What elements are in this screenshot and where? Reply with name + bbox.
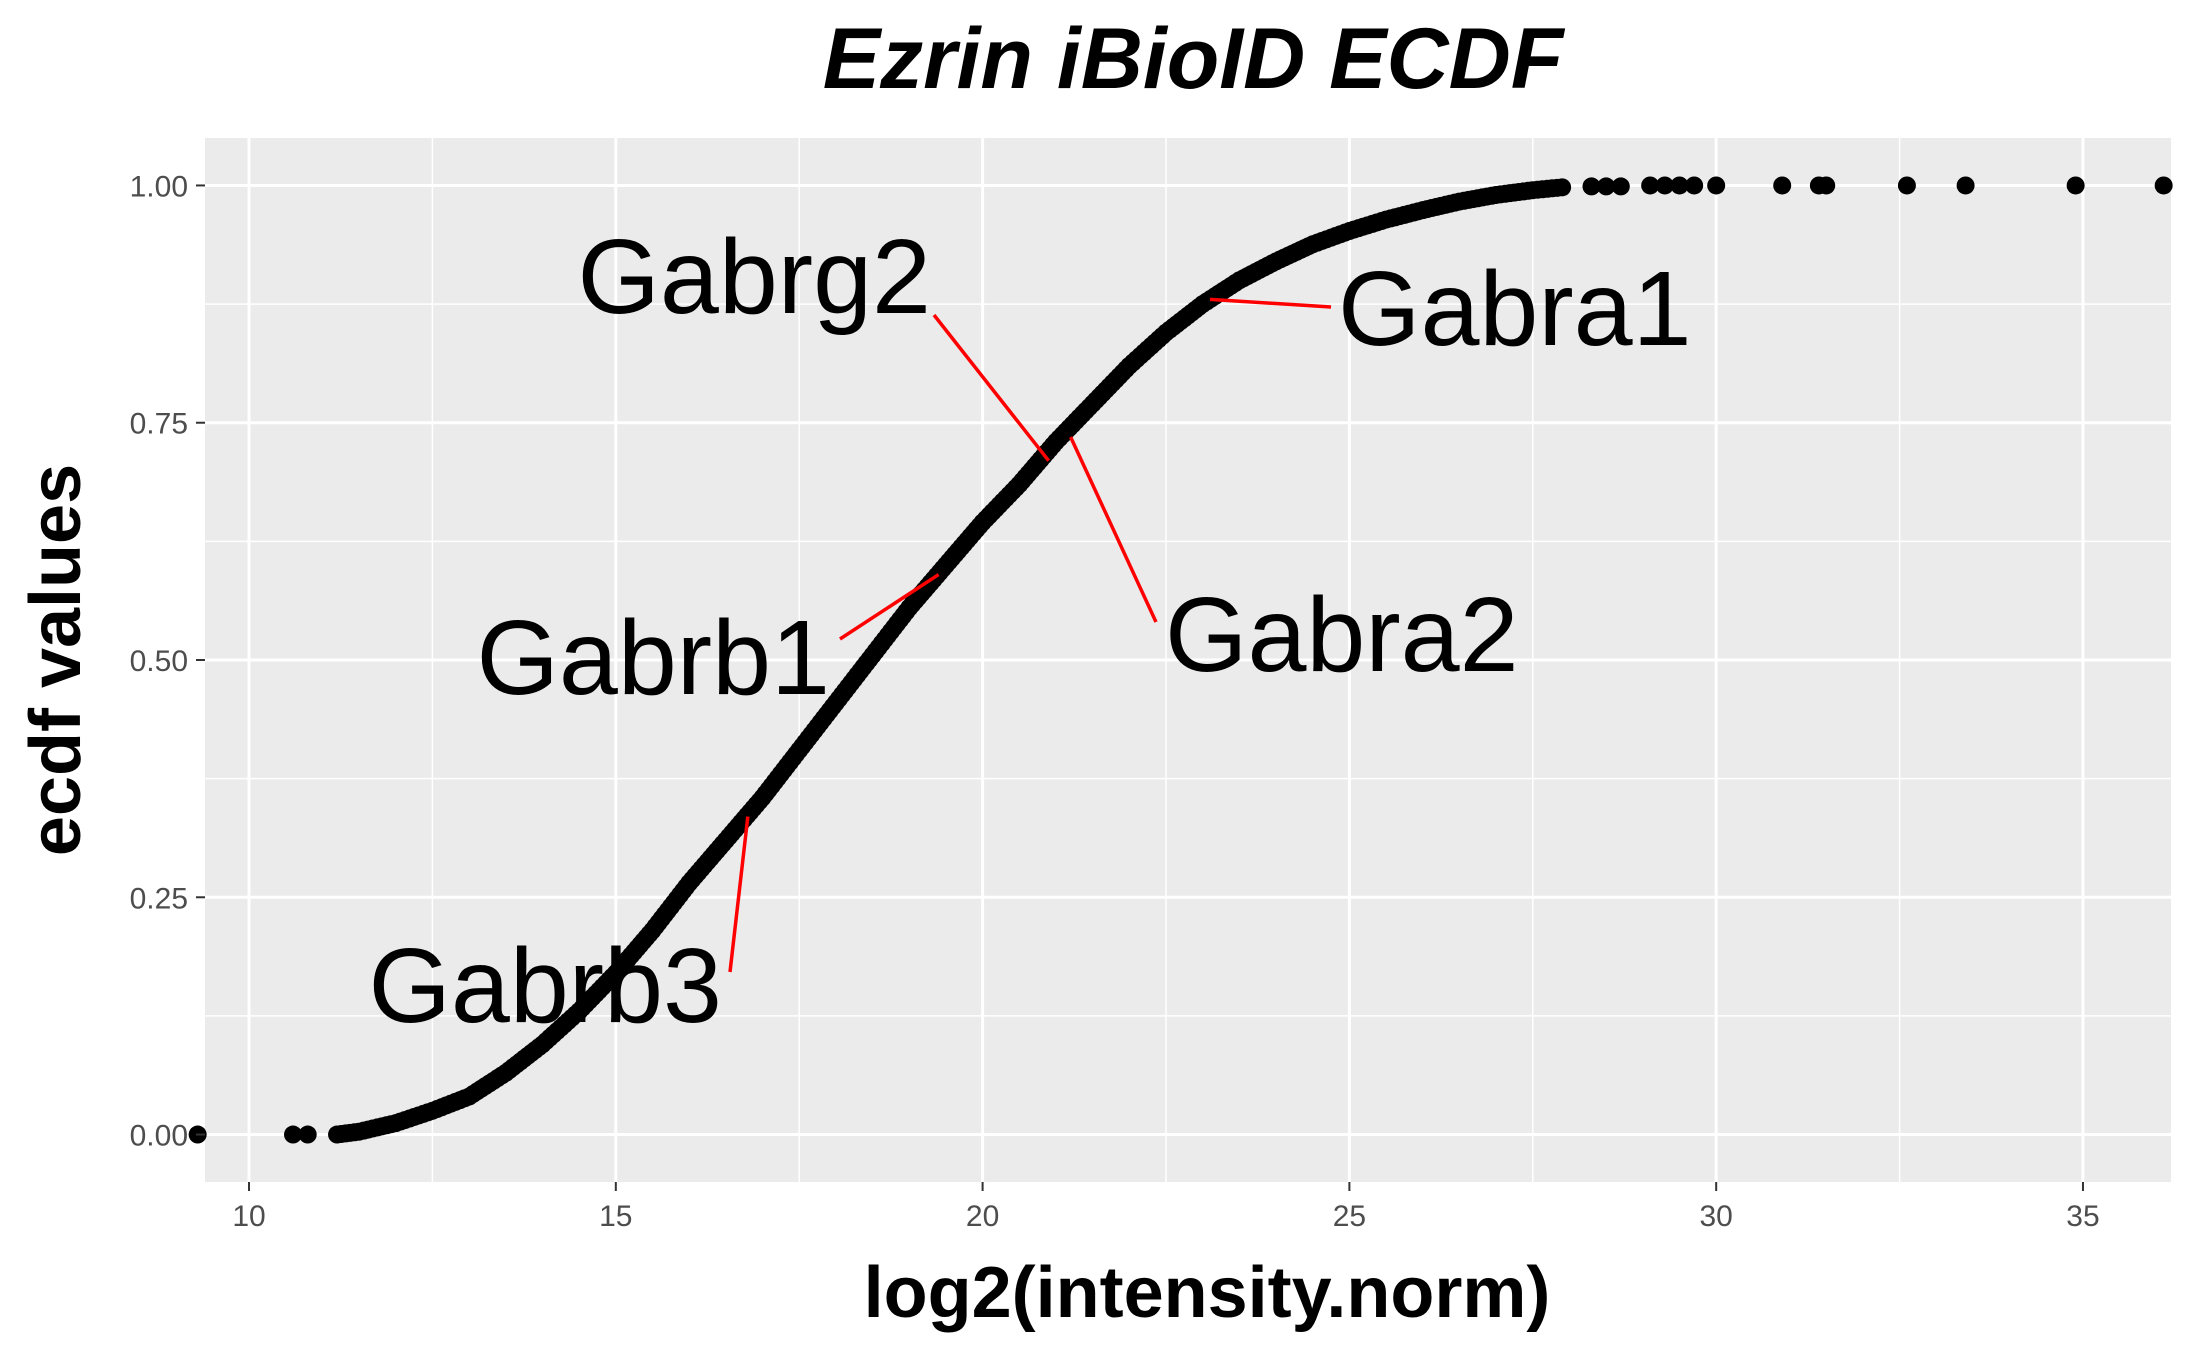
y-tick-label: 0.50 <box>130 645 188 678</box>
data-point <box>1641 176 1660 195</box>
gene-label: Gabra1 <box>1338 250 1692 368</box>
y-axis-ticks: 0.00 0.25 0.50 0.75 1.00 <box>130 170 205 1153</box>
y-tick-label: 1.00 <box>130 170 188 203</box>
x-tick-label: 15 <box>599 1200 632 1233</box>
data-point <box>1553 178 1572 197</box>
x-axis-title: log2(intensity.norm) <box>864 1253 1551 1333</box>
data-point <box>2154 176 2173 195</box>
data-point <box>1773 176 1792 195</box>
y-tick-label: 0.25 <box>130 882 188 915</box>
data-point <box>298 1125 317 1144</box>
y-tick-label: 0.00 <box>130 1120 188 1153</box>
data-point <box>1685 176 1704 195</box>
chart-title: Ezrin iBioID ECDF <box>823 11 1566 107</box>
data-point <box>1817 176 1836 195</box>
annotation-line <box>728 816 750 973</box>
gene-label: Gabra2 <box>1165 576 1519 694</box>
y-tick-label: 0.75 <box>130 408 188 441</box>
data-point <box>1707 176 1726 195</box>
gene-label: Gabrb1 <box>476 599 830 717</box>
data-point <box>1897 176 1916 195</box>
annotation-line <box>1069 436 1158 623</box>
data-point <box>2066 176 2085 195</box>
x-tick-label: 10 <box>232 1200 265 1233</box>
data-point <box>284 1125 303 1144</box>
x-tick-label: 30 <box>1699 1200 1732 1233</box>
data-point <box>1611 177 1630 196</box>
grid-major <box>205 138 2171 1182</box>
annotation-lines <box>728 297 1332 973</box>
y-axis-title: ecdf values <box>16 464 96 856</box>
data-point <box>1582 177 1601 196</box>
x-tick-label: 20 <box>966 1200 999 1233</box>
data-point <box>1597 177 1616 196</box>
x-axis-ticks: 10 15 20 25 30 35 <box>232 1182 2100 1233</box>
x-tick-label: 25 <box>1333 1200 1366 1233</box>
x-tick-label: 35 <box>2066 1200 2099 1233</box>
data-point <box>1670 176 1689 195</box>
gene-label: Gabrg2 <box>577 218 931 336</box>
annotation-labels: Gabrg2 Gabra1 Gabrb1 Gabra2 Gabrb3 <box>368 218 1691 1045</box>
annotation-line <box>1209 297 1332 309</box>
data-points <box>188 176 2173 1144</box>
gene-label: Gabrb3 <box>368 927 722 1045</box>
annotation-line <box>932 313 1050 462</box>
annotation-line <box>839 573 940 641</box>
data-point <box>1956 176 1975 195</box>
data-point <box>1655 176 1674 195</box>
